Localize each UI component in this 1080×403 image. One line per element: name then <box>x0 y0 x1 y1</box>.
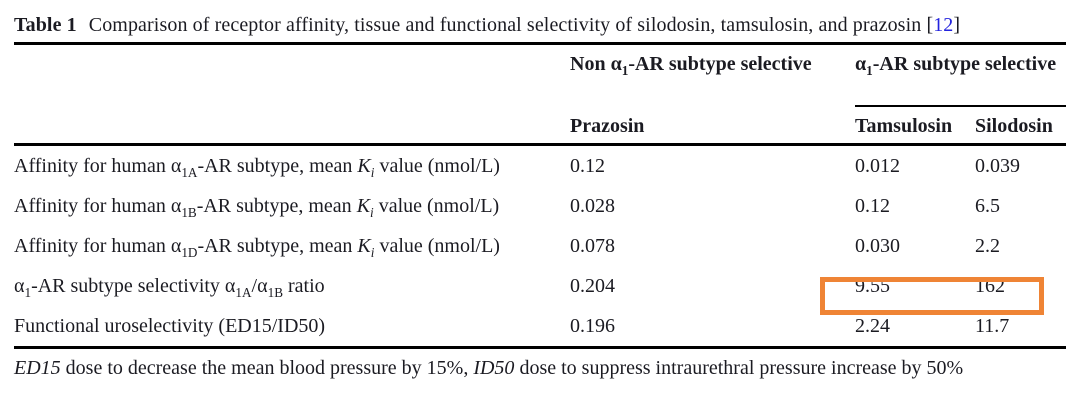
column-header-silodosin: Silodosin <box>975 114 1053 137</box>
cell-tamsulosin: 0.030 <box>855 234 900 257</box>
cell-silodosin: 162 <box>975 274 1005 297</box>
caption-text: Comparison of receptor affinity, tissue … <box>88 14 922 36</box>
table-body: Affinity for human α1A-AR subtype, mean … <box>14 146 1066 346</box>
row-label: α1-AR subtype selectivity α1A/α1B ratio <box>14 274 325 300</box>
cell-tamsulosin: 9.55 <box>855 274 890 297</box>
rule-top <box>14 42 1066 45</box>
row-label: Affinity for human α1A-AR subtype, mean … <box>14 154 500 180</box>
cell-prazosin: 0.078 <box>570 234 615 257</box>
table-row-highlighted: α1-AR subtype selectivity α1A/α1B ratio … <box>14 266 1066 306</box>
citation-bracket-close: ] <box>953 14 961 36</box>
cell-prazosin: 0.204 <box>570 274 615 297</box>
table-row: Affinity for human α1A-AR subtype, mean … <box>14 146 1066 186</box>
cell-silodosin: 0.039 <box>975 154 1020 177</box>
cell-silodosin: 6.5 <box>975 194 1000 217</box>
citation-bracket-open: [ <box>926 14 934 36</box>
row-label: Affinity for human α1D-AR subtype, mean … <box>14 234 500 260</box>
cell-prazosin: 0.12 <box>570 154 605 177</box>
rule-bottom <box>14 346 1066 349</box>
rule-header-bottom <box>14 143 1066 146</box>
citation-link[interactable]: 12 <box>933 14 954 36</box>
table-row: Functional uroselectivity (ED15/ID50) 0.… <box>14 306 1066 346</box>
column-group-selective: α1-AR subtype selective <box>855 45 1066 107</box>
table-caption: Table 1 Comparison of receptor affinity, … <box>14 0 1066 42</box>
cell-tamsulosin: 0.012 <box>855 154 900 177</box>
cell-silodosin: 11.7 <box>975 314 1010 337</box>
cell-prazosin: 0.196 <box>570 314 615 337</box>
row-label: Affinity for human α1B-AR subtype, mean … <box>14 194 500 220</box>
table-row: Affinity for human α1B-AR subtype, mean … <box>14 186 1066 226</box>
row-label: Functional uroselectivity (ED15/ID50) <box>14 314 326 337</box>
caption-label: Table 1 <box>14 14 77 36</box>
cell-silodosin: 2.2 <box>975 234 1000 257</box>
table-header-groups: Non α1-AR subtype selective α1-AR subtyp… <box>14 45 1066 107</box>
cell-tamsulosin: 0.12 <box>855 194 890 217</box>
cell-tamsulosin: 2.24 <box>855 314 890 337</box>
column-group-non-selective: Non α1-AR subtype selective <box>570 53 812 78</box>
cell-prazosin: 0.028 <box>570 194 615 217</box>
table-footnote: ED15 dose to decrease the mean blood pre… <box>14 357 964 379</box>
table-column-headers: Prazosin Tamsulosin Silodosin <box>14 107 1066 143</box>
column-header-tamsulosin: Tamsulosin <box>855 114 953 137</box>
column-header-prazosin: Prazosin <box>570 114 645 137</box>
table-row: Affinity for human α1D-AR subtype, mean … <box>14 226 1066 266</box>
